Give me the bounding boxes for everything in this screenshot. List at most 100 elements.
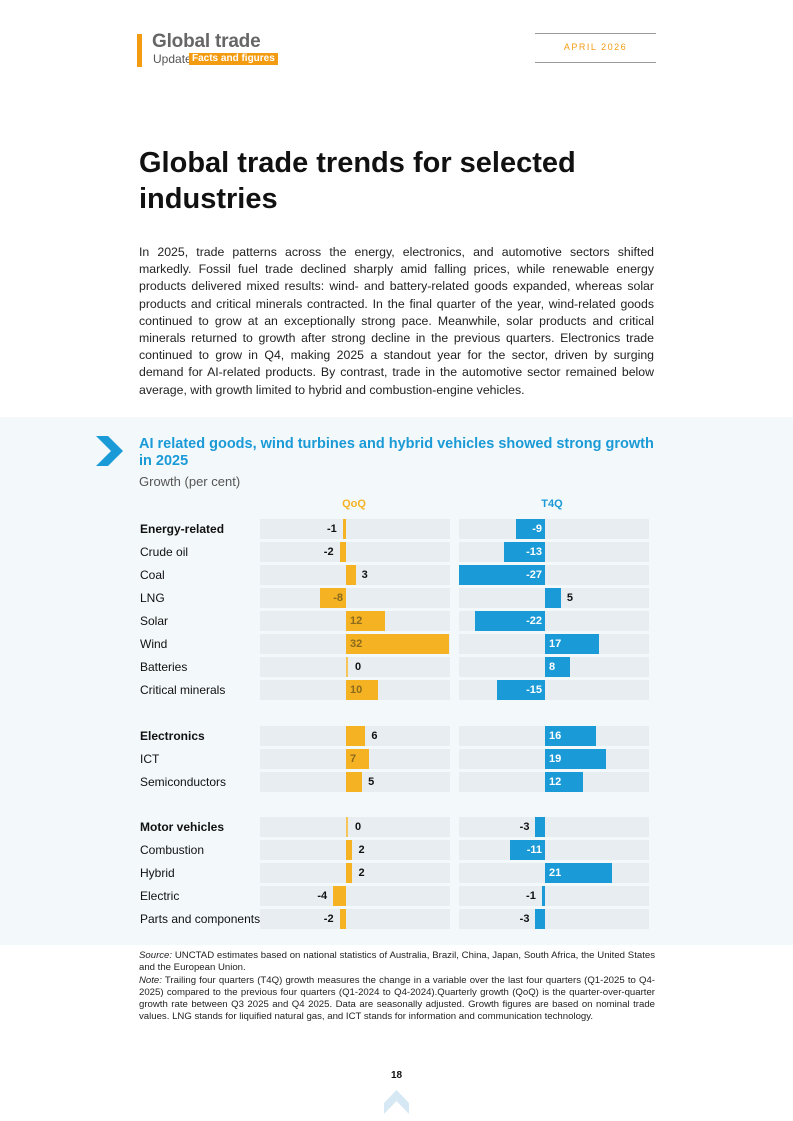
category-label-electric: Electric bbox=[140, 889, 180, 903]
qoq-bar-coal bbox=[346, 565, 356, 585]
t4q-value-electric: -1 bbox=[526, 890, 536, 902]
t4q-value-motor-vehicles: -3 bbox=[519, 821, 530, 833]
category-label-solar: Solar bbox=[140, 614, 169, 628]
t4q-track-combustion bbox=[459, 840, 649, 860]
qoq-bar-lng bbox=[320, 588, 346, 608]
t4q-value-ict: 19 bbox=[549, 753, 562, 765]
t4q-value-solar: -22 bbox=[526, 615, 542, 627]
t4q-track-electric bbox=[459, 886, 649, 906]
source-text: UNCTAD estimates based on national stati… bbox=[139, 950, 655, 974]
t4q-value-hybrid: 21 bbox=[549, 867, 562, 879]
qoq-bar-batteries bbox=[346, 657, 348, 677]
page-number: 18 bbox=[390, 1070, 403, 1081]
category-label-energy-related: Energy-related bbox=[140, 522, 225, 536]
t4q-bar-wind bbox=[545, 634, 600, 654]
t4q-track-energy-related bbox=[459, 519, 649, 539]
chevron-right-icon bbox=[96, 436, 123, 466]
t4q-bar-hybrid bbox=[545, 863, 612, 883]
page-title: Global trade trends for selected industr… bbox=[139, 147, 576, 215]
qoq-value-crude-oil: -2 bbox=[323, 546, 334, 558]
qoq-track-combustion bbox=[260, 840, 450, 860]
qoq-track-electric bbox=[260, 886, 450, 906]
t4q-bar-lng bbox=[545, 588, 561, 608]
qoq-value-critical-minerals: 10 bbox=[350, 684, 363, 696]
qoq-bar-parts-and-components bbox=[339, 909, 346, 929]
publication-date: APRIL 2026 bbox=[563, 42, 628, 52]
qoq-track-parts-and-components bbox=[260, 909, 450, 929]
publication-subtitle: Update bbox=[153, 52, 192, 66]
qoq-value-electronics: 6 bbox=[371, 730, 378, 742]
qoq-value-hybrid: 2 bbox=[358, 867, 365, 879]
qoq-bar-ict bbox=[346, 749, 369, 769]
publication-tag: Facts and figures bbox=[189, 53, 278, 65]
qoq-bar-crude-oil bbox=[339, 542, 346, 562]
qoq-value-semiconductors: 5 bbox=[368, 776, 375, 788]
chevron-up-icon[interactable] bbox=[384, 1090, 409, 1114]
t4q-bar-batteries bbox=[545, 657, 571, 677]
note-text: Trailing four quarters (T4Q) growth meas… bbox=[139, 974, 655, 1023]
t4q-bar-electronics bbox=[545, 726, 596, 746]
date-divider-bottom bbox=[535, 62, 656, 63]
t4q-bar-ict bbox=[545, 749, 606, 769]
t4q-bar-combustion bbox=[509, 840, 545, 860]
column-header-t4q: T4Q bbox=[541, 498, 563, 510]
intro-paragraph: In 2025, trade patterns across the energ… bbox=[139, 245, 654, 397]
t4q-bar-crude-oil bbox=[503, 542, 545, 562]
category-label-lng: LNG bbox=[140, 591, 165, 605]
qoq-value-energy-related: -1 bbox=[327, 523, 337, 535]
chart-subtitle: Growth (per cent) bbox=[139, 474, 241, 489]
category-label-coal: Coal bbox=[140, 568, 165, 582]
category-label-motor-vehicles: Motor vehicles bbox=[140, 820, 225, 834]
t4q-bar-electric bbox=[541, 886, 545, 906]
t4q-value-critical-minerals: -15 bbox=[526, 684, 542, 696]
t4q-value-batteries: 8 bbox=[549, 661, 556, 673]
qoq-value-solar: 12 bbox=[350, 615, 363, 627]
category-label-critical-minerals: Critical minerals bbox=[140, 683, 226, 697]
qoq-track-energy-related bbox=[260, 519, 450, 539]
qoq-value-batteries: 0 bbox=[355, 661, 362, 673]
qoq-bar-combustion bbox=[346, 840, 353, 860]
qoq-bar-motor-vehicles bbox=[346, 817, 348, 837]
t4q-bar-parts-and-components bbox=[535, 909, 545, 929]
t4q-bar-motor-vehicles bbox=[535, 817, 545, 837]
t4q-track-motor-vehicles bbox=[459, 817, 649, 837]
category-label-batteries: Batteries bbox=[140, 660, 188, 674]
qoq-value-combustion: 2 bbox=[358, 844, 365, 856]
publication-title: Global trade bbox=[152, 31, 261, 52]
qoq-value-motor-vehicles: 0 bbox=[355, 821, 362, 833]
t4q-bar-solar bbox=[474, 611, 545, 631]
category-label-hybrid: Hybrid bbox=[140, 866, 175, 880]
category-label-parts-and-components: Parts and components bbox=[140, 912, 261, 926]
t4q-value-energy-related: -9 bbox=[532, 523, 542, 535]
qoq-value-wind: 32 bbox=[350, 638, 363, 650]
t4q-bar-critical-minerals bbox=[497, 680, 545, 700]
qoq-bar-critical-minerals bbox=[346, 680, 379, 700]
chart-title: AI related goods, wind turbines and hybr… bbox=[139, 436, 654, 469]
category-label-electronics: Electronics bbox=[140, 729, 205, 743]
t4q-track-critical-minerals bbox=[459, 680, 649, 700]
qoq-value-coal: 3 bbox=[361, 569, 368, 581]
qoq-track-crude-oil bbox=[260, 542, 450, 562]
t4q-value-wind: 17 bbox=[549, 638, 562, 650]
t4q-value-semiconductors: 12 bbox=[549, 776, 562, 788]
t4q-bar-semiconductors bbox=[545, 772, 584, 792]
qoq-bar-solar bbox=[346, 611, 385, 631]
t4q-track-crude-oil bbox=[459, 542, 649, 562]
category-label-crude-oil: Crude oil bbox=[140, 545, 189, 559]
t4q-value-lng: 5 bbox=[566, 592, 574, 604]
t4q-value-electronics: 16 bbox=[549, 730, 562, 742]
qoq-bar-wind bbox=[346, 634, 449, 654]
header-accent-bar bbox=[137, 34, 142, 67]
note-label: Note: bbox=[139, 974, 162, 986]
t4q-value-coal: -27 bbox=[526, 569, 542, 581]
qoq-value-lng: -8 bbox=[333, 592, 343, 604]
t4q-value-combustion: -11 bbox=[526, 844, 542, 856]
qoq-bar-energy-related bbox=[342, 519, 346, 539]
qoq-track-motor-vehicles bbox=[260, 817, 450, 837]
date-divider-top bbox=[535, 33, 656, 34]
qoq-track-batteries bbox=[260, 657, 450, 677]
qoq-value-electric: -4 bbox=[317, 890, 328, 902]
category-label-wind: Wind bbox=[140, 637, 168, 651]
qoq-value-parts-and-components: -2 bbox=[323, 913, 334, 925]
qoq-bar-electric bbox=[333, 886, 346, 906]
